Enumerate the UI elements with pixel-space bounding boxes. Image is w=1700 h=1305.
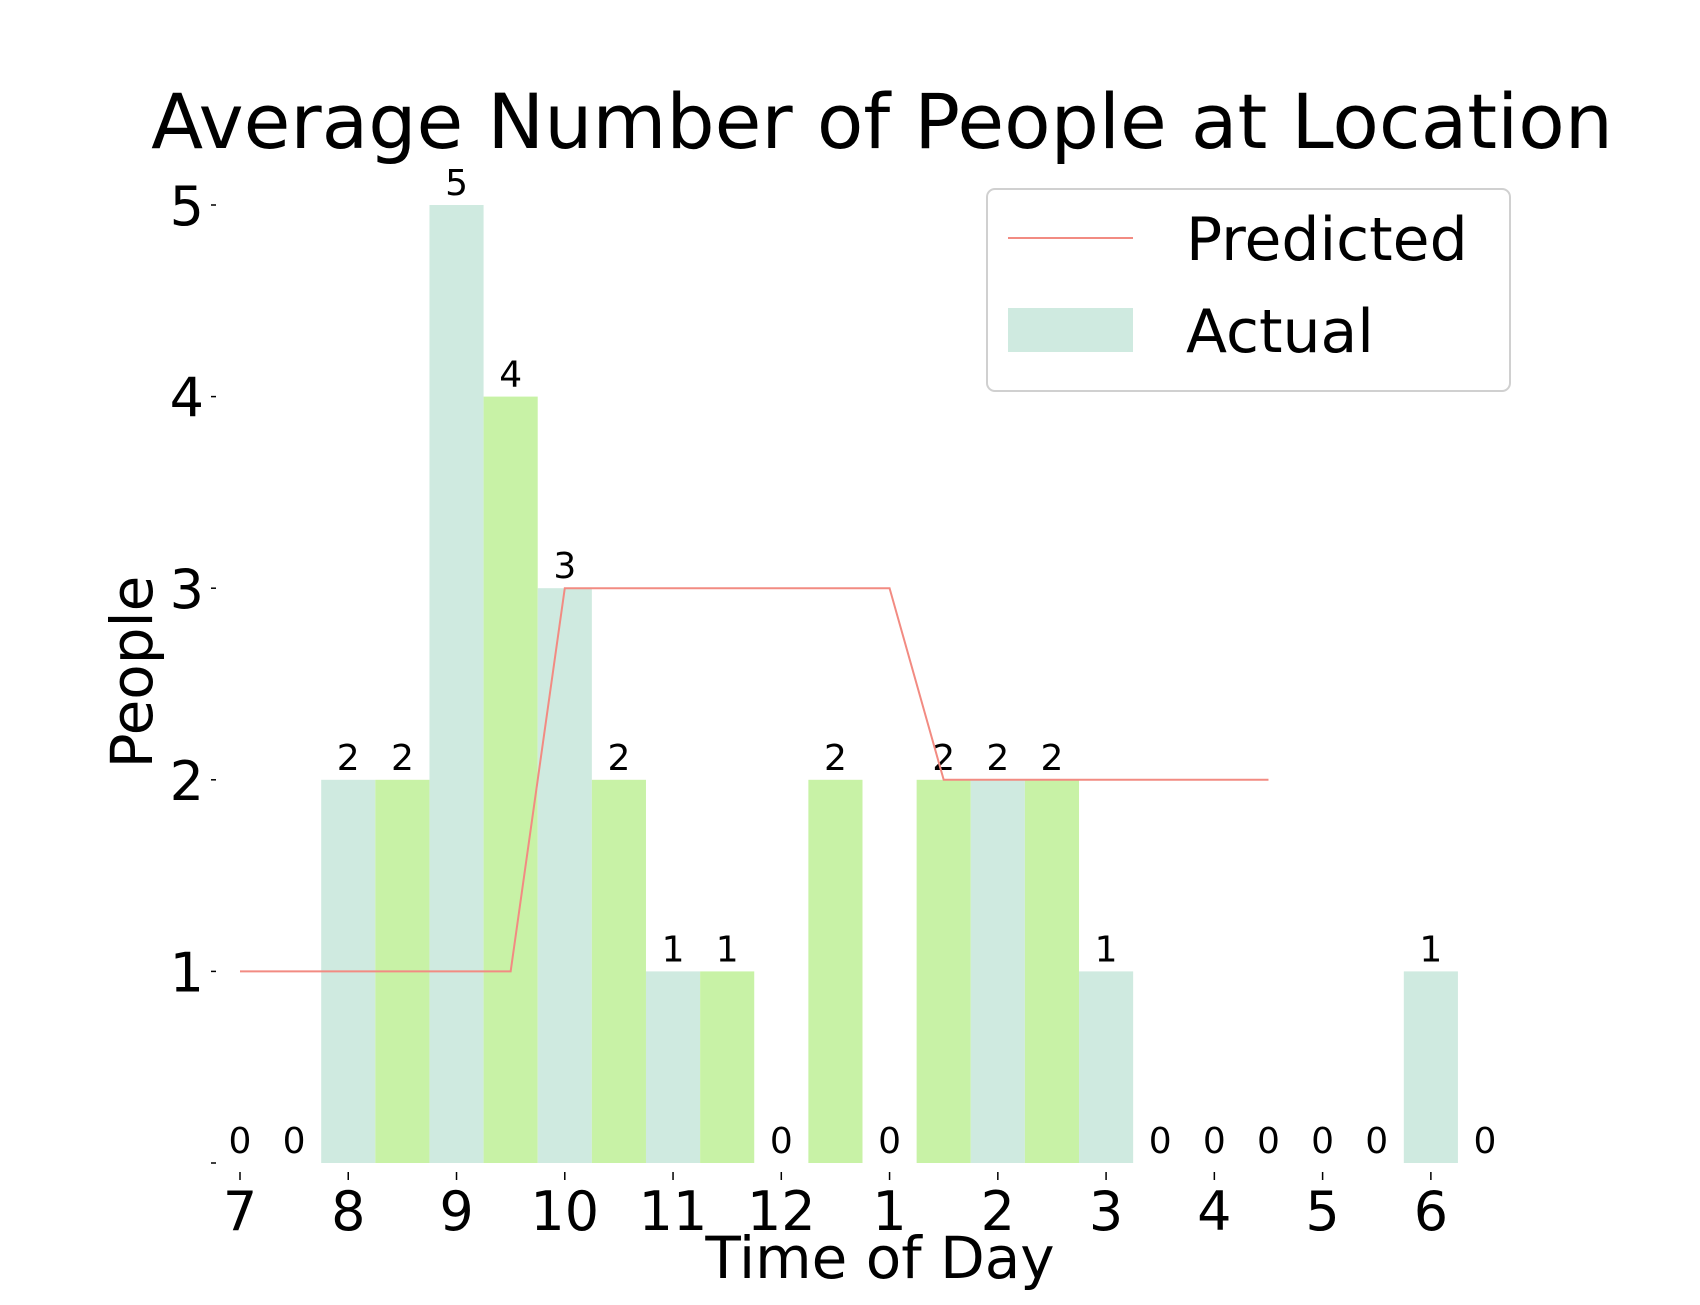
bar-value-label: 0 bbox=[1257, 1121, 1280, 1162]
bar bbox=[700, 971, 755, 1163]
bar-value-label: 1 bbox=[662, 929, 685, 970]
chart-title: Average Number of People at Location bbox=[151, 77, 1613, 166]
bar bbox=[1403, 971, 1458, 1163]
y-tick-label: 1 bbox=[170, 941, 204, 1004]
bar-value-label: 0 bbox=[1365, 1121, 1388, 1162]
bar-value-label: 2 bbox=[1041, 738, 1064, 779]
bar-value-label: 0 bbox=[283, 1121, 306, 1162]
x-tick-label: 6 bbox=[1414, 1180, 1448, 1243]
bar-value-label: 1 bbox=[716, 929, 739, 970]
bar-value-label: 0 bbox=[770, 1121, 793, 1162]
bar-value-label: 0 bbox=[1311, 1121, 1334, 1162]
x-tick-label: 3 bbox=[1089, 1180, 1123, 1243]
bar-value-label: 2 bbox=[932, 738, 955, 779]
x-axis: 7 8 9 10 11 12 1 2 3 4 5 6 bbox=[223, 1172, 1448, 1243]
bar bbox=[1079, 971, 1134, 1163]
legend-predicted-label: Predicted bbox=[1186, 205, 1468, 275]
x-tick-label: 8 bbox=[331, 1180, 365, 1243]
bar-value-label: 0 bbox=[1149, 1121, 1172, 1162]
bar-value-label: 3 bbox=[553, 546, 576, 587]
x-tick-label: 7 bbox=[223, 1180, 257, 1243]
legend-actual-label: Actual bbox=[1186, 297, 1374, 367]
bar bbox=[970, 779, 1025, 1163]
bar bbox=[645, 971, 701, 1163]
bar-value-label: 1 bbox=[1419, 929, 1442, 970]
y-axis-label: People bbox=[98, 576, 166, 769]
bars-group bbox=[321, 205, 1458, 1164]
x-tick-label: 4 bbox=[1197, 1180, 1231, 1243]
y-tick-label: 2 bbox=[170, 750, 204, 813]
legend-actual-swatch bbox=[1008, 308, 1133, 352]
bar bbox=[537, 588, 592, 1163]
y-tick-label: 3 bbox=[170, 558, 204, 621]
x-tick-label: 9 bbox=[439, 1180, 473, 1243]
legend: Predicted Actual bbox=[986, 188, 1511, 392]
bar-value-label: 0 bbox=[1203, 1121, 1226, 1162]
y-tick-label: 4 bbox=[170, 367, 204, 430]
x-tick-label: 10 bbox=[530, 1180, 599, 1243]
x-tick-label: 12 bbox=[747, 1180, 816, 1243]
bar-value-label: 5 bbox=[445, 163, 468, 204]
x-tick-label: 11 bbox=[639, 1180, 708, 1243]
bar-value-label: 0 bbox=[1474, 1121, 1497, 1162]
bar-value-label: 0 bbox=[878, 1121, 901, 1162]
y-tick-label: 5 bbox=[170, 175, 204, 238]
bar bbox=[916, 779, 971, 1163]
x-tick-label: 2 bbox=[981, 1180, 1015, 1243]
bar bbox=[429, 205, 484, 1163]
bar bbox=[1024, 779, 1080, 1163]
bar bbox=[591, 779, 646, 1163]
bar-value-label: 0 bbox=[229, 1121, 252, 1162]
y-axis: 1 2 3 4 5 bbox=[170, 175, 216, 1164]
bar-value-label: 2 bbox=[337, 738, 360, 779]
bar-value-label: 2 bbox=[391, 738, 414, 779]
bar bbox=[483, 396, 538, 1164]
bar-value-label: 4 bbox=[499, 355, 522, 396]
bar bbox=[808, 779, 863, 1163]
x-axis-label: Time of Day bbox=[704, 1224, 1054, 1292]
predicted-line bbox=[240, 587, 1269, 973]
bar-value-label: 1 bbox=[1095, 929, 1118, 970]
x-tick-label: 1 bbox=[872, 1180, 906, 1243]
bar-value-label: 2 bbox=[824, 738, 847, 779]
bar-value-label: 2 bbox=[607, 738, 630, 779]
x-tick-label: 5 bbox=[1305, 1180, 1339, 1243]
bar-value-label: 2 bbox=[986, 738, 1009, 779]
